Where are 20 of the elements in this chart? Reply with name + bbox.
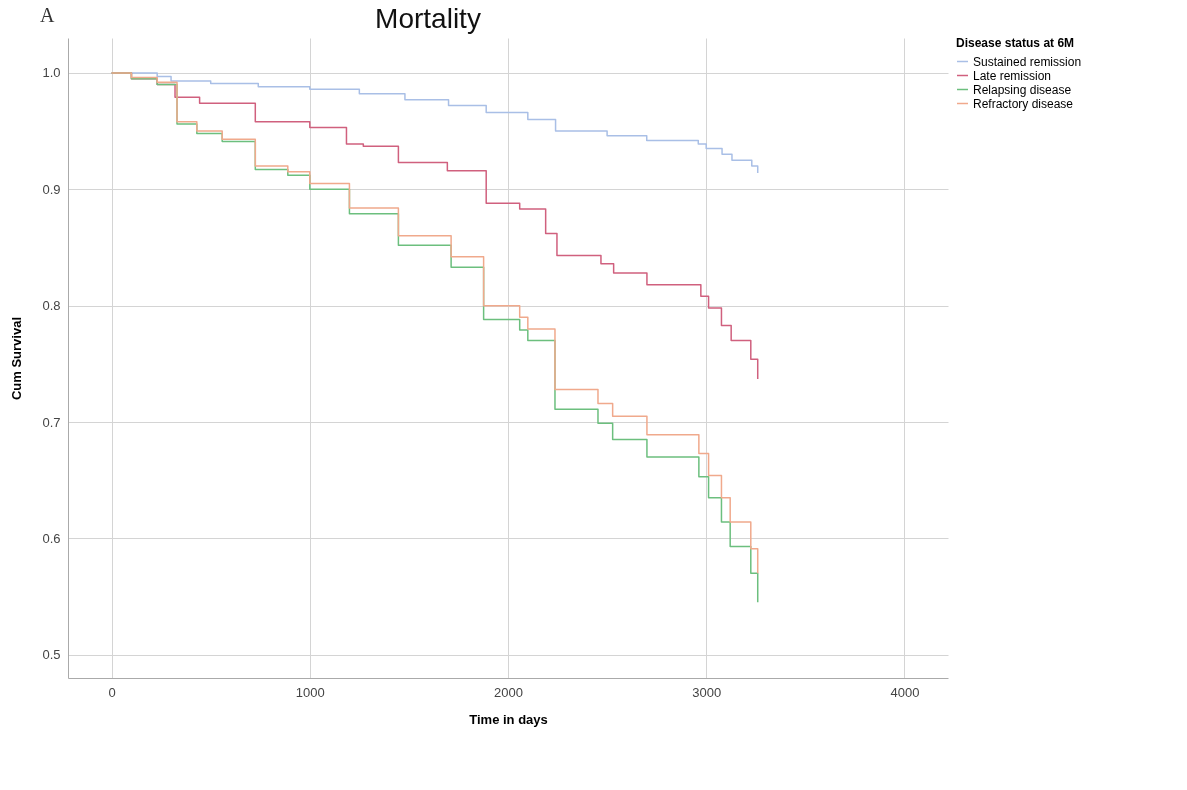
x-tick-label: 0 [108,684,116,700]
legend-label: Relapsing disease [973,82,1072,97]
legend-title: Disease status at 6M [956,36,1075,50]
x-axis-title: Time in days [469,711,548,727]
y-tick-label: 0.9 [42,181,61,197]
x-tick-label: 3000 [692,684,722,700]
y-tick-label: 0.8 [42,298,61,314]
y-tick-label: 1.0 [42,65,61,81]
y-tick-label: 0.5 [42,647,61,663]
chart-title: Mortality [375,3,481,34]
x-tick-label: 4000 [890,684,920,700]
y-tick-label: 0.6 [42,530,61,546]
y-axis-title: Cum Survival [9,316,25,401]
legend-label: Refractory disease [973,96,1074,111]
x-tick-label: 2000 [494,684,523,700]
legend-label: Sustained remission [973,54,1082,69]
x-tick-label: 1000 [295,684,325,700]
y-tick-label: 0.7 [42,414,61,430]
legend-label: Late remission [973,68,1052,83]
text: A [40,4,55,27]
